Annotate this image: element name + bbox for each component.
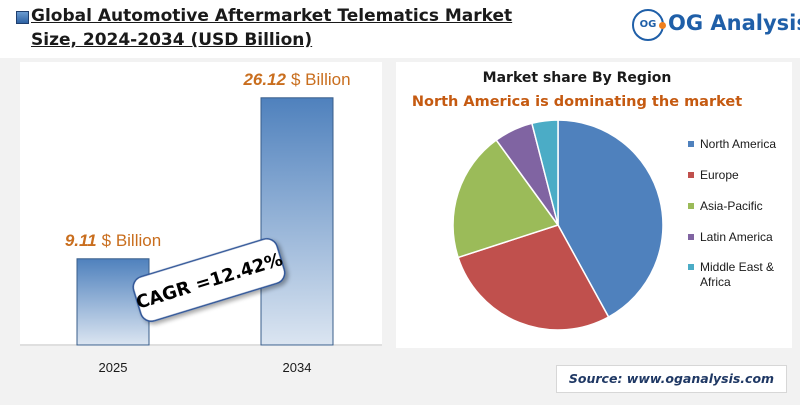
page-title: Global Automotive Aftermarket Telematics… xyxy=(31,4,512,52)
title-line-2: Size, 2024-2034 (USD Billion) xyxy=(31,30,313,50)
title-square-icon xyxy=(16,11,29,24)
bar-category-label-2025: 2025 xyxy=(99,360,128,375)
title-line-1: Global Automotive Aftermarket Telematics… xyxy=(31,6,513,26)
source-note: Source: www.oganalysis.com xyxy=(556,365,787,393)
bar-category-label-2034: 2034 xyxy=(283,360,312,375)
pie-chart-panel xyxy=(396,62,792,348)
og-circle-icon: OG xyxy=(632,9,666,41)
bar-category-labels: 2025 2034 xyxy=(99,360,312,375)
logo-text: OG Analysis xyxy=(668,11,800,35)
bar-chart-panel xyxy=(20,62,382,346)
header: Global Automotive Aftermarket Telematics… xyxy=(0,0,800,58)
